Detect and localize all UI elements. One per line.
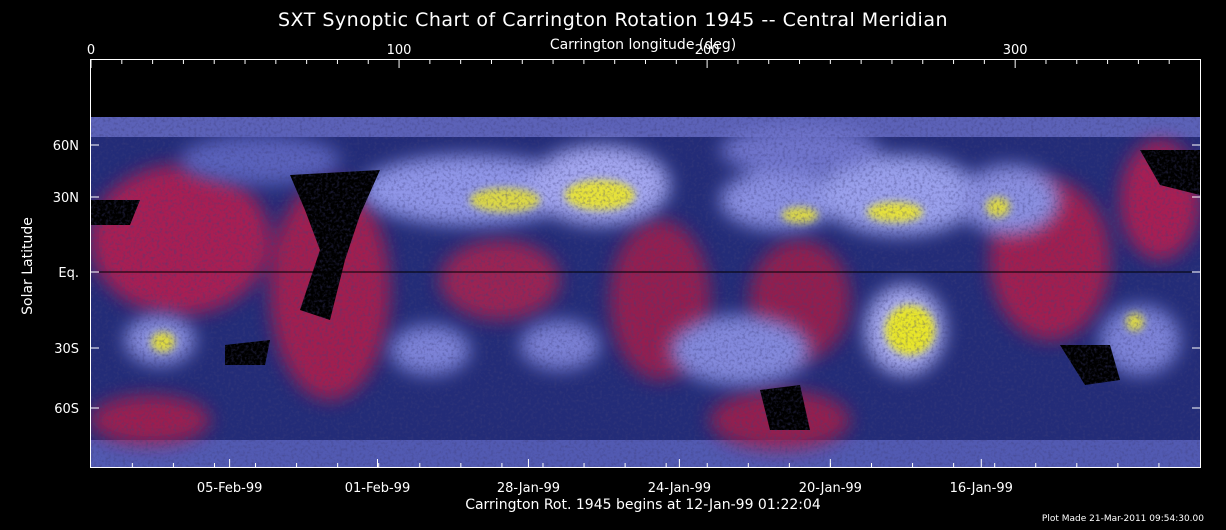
x-top-tick-label: 0: [87, 43, 95, 58]
x-bottom-tick-label: 01-Feb-99: [345, 481, 410, 496]
x-bottom-tick-label: 20-Jan-99: [799, 481, 862, 496]
y-tick-label: Eq.: [58, 266, 79, 281]
x-bottom-tick-label: 28-Jan-99: [497, 481, 560, 496]
plot-frame: [90, 59, 1201, 468]
x-axis-bottom-label: Carrington Rot. 1945 begins at 12-Jan-99…: [465, 497, 821, 513]
x-axis-top-label: Carrington longitude (deg): [549, 37, 737, 53]
x-top-tick-label: 300: [1003, 43, 1028, 58]
y-tick-label: 60N: [53, 139, 79, 154]
y-tick-label: 30N: [53, 191, 79, 206]
axis-ticks: 0 100 200 300 60N 30N Eq. 30S 60S 05-Feb-99 01-Feb…: [53, 43, 1200, 496]
x-top-tick-label: 200: [695, 43, 720, 58]
y-tick-label: 60S: [54, 402, 79, 417]
x-bottom-tick-label: 24-Jan-99: [648, 481, 711, 496]
x-bottom-tick-label: 05-Feb-99: [197, 481, 262, 496]
chart-title: SXT Synoptic Chart of Carrington Rotatio…: [277, 9, 949, 31]
x-bottom-tick-label: 16-Jan-99: [950, 481, 1013, 496]
y-tick-label: 30S: [54, 342, 79, 357]
image-layer: [91, 117, 1200, 467]
plot-made-footnote: Plot Made 21-Mar-2011 09:54:30.00: [1041, 514, 1204, 524]
x-top-tick-label: 100: [387, 43, 412, 58]
